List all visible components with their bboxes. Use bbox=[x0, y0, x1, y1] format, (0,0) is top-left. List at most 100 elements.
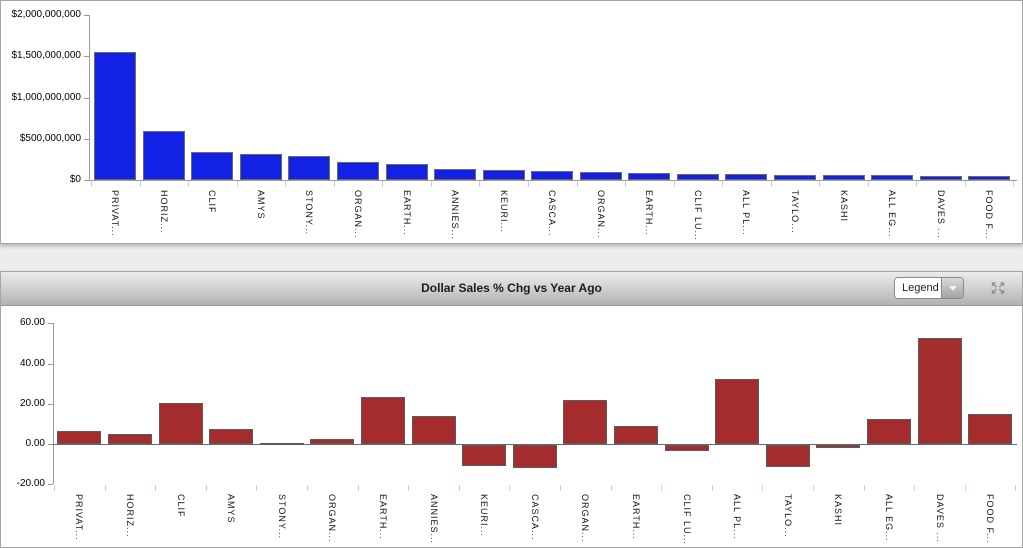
x-axis-tick bbox=[965, 485, 966, 491]
x-axis-tick bbox=[916, 181, 917, 187]
x-axis-tick bbox=[382, 181, 383, 187]
x-axis-tick bbox=[722, 181, 723, 187]
bar[interactable] bbox=[823, 175, 865, 180]
bar[interactable] bbox=[677, 174, 719, 180]
y-axis-label: $1,500,000,000 bbox=[11, 50, 81, 61]
bar[interactable] bbox=[920, 176, 962, 180]
y-axis-label: 20.00 bbox=[19, 398, 45, 409]
bar[interactable] bbox=[918, 338, 962, 444]
bar[interactable] bbox=[968, 176, 1010, 180]
bar[interactable] bbox=[665, 445, 709, 451]
x-axis-label: ORGAN... bbox=[580, 494, 590, 543]
x-axis-label: CLIF bbox=[207, 190, 217, 214]
bar[interactable] bbox=[766, 445, 810, 467]
bar[interactable] bbox=[337, 162, 379, 180]
x-axis-label: CLIF LU... bbox=[682, 494, 692, 546]
x-axis-tick bbox=[431, 181, 432, 187]
bar[interactable] bbox=[209, 429, 253, 444]
bar[interactable] bbox=[288, 156, 330, 180]
bar[interactable] bbox=[531, 171, 573, 180]
y-axis-tick bbox=[84, 56, 89, 57]
bar[interactable] bbox=[715, 379, 759, 444]
bar[interactable] bbox=[240, 154, 282, 180]
x-axis-tick bbox=[674, 181, 675, 187]
legend-dropdown-button[interactable] bbox=[941, 278, 963, 298]
x-axis-tick bbox=[256, 485, 257, 491]
bar[interactable] bbox=[412, 416, 456, 444]
bar[interactable] bbox=[260, 443, 304, 445]
bar[interactable] bbox=[871, 175, 913, 180]
pct-change-bar-chart: 60.00 40.00 20.00 0.00 -20.00 PRIVAT... HORIZ.… bbox=[1, 272, 1022, 547]
x-axis-label: KEURI... bbox=[479, 494, 489, 538]
x-axis-tick bbox=[459, 485, 460, 491]
x-axis-tick bbox=[509, 485, 510, 491]
x-axis-label: CASCA... bbox=[530, 494, 540, 541]
bar[interactable] bbox=[94, 52, 136, 180]
expand-icon[interactable] bbox=[990, 281, 1006, 295]
dollar-sales-chart-panel: $0 $500,000,000 $1,000,000,000 $1,500,000,0… bbox=[0, 0, 1023, 244]
y-axis-label: 0.00 bbox=[25, 438, 45, 449]
legend-dropdown[interactable]: Legend bbox=[894, 277, 964, 299]
bar[interactable] bbox=[725, 174, 767, 180]
x-axis-label: ALL EG... bbox=[884, 494, 894, 542]
x-axis-label: CLIF bbox=[176, 494, 186, 518]
y-axis-tick bbox=[84, 139, 89, 140]
bar[interactable] bbox=[816, 445, 860, 448]
x-axis-tick bbox=[188, 181, 189, 187]
bar[interactable] bbox=[968, 414, 1012, 444]
bar[interactable] bbox=[628, 173, 670, 180]
x-axis-tick bbox=[155, 485, 156, 491]
x-axis-tick bbox=[105, 485, 106, 491]
x-axis-tick bbox=[819, 181, 820, 187]
x-axis-label: CASCA... bbox=[547, 190, 557, 237]
y-axis-label: 60.00 bbox=[19, 317, 45, 328]
x-axis-label: ALL PL... bbox=[732, 494, 742, 540]
y-axis-label: -20.00 bbox=[16, 478, 45, 489]
bar[interactable] bbox=[513, 445, 557, 468]
bar[interactable] bbox=[143, 131, 185, 180]
x-axis-tick bbox=[577, 181, 578, 187]
legend-dropdown-value[interactable]: Legend bbox=[895, 278, 941, 298]
x-axis-label: AMYS bbox=[226, 494, 236, 524]
x-axis-tick bbox=[479, 181, 480, 187]
y-axis-label: $1,000,000,000 bbox=[11, 92, 81, 103]
x-axis-label: KASHI bbox=[833, 494, 843, 527]
x-axis-tick bbox=[965, 181, 966, 187]
bar[interactable] bbox=[580, 172, 622, 180]
x-axis-label: EARTH... bbox=[402, 190, 412, 236]
bar[interactable] bbox=[108, 434, 152, 444]
x-axis-tick bbox=[307, 485, 308, 491]
x-axis-tick bbox=[712, 485, 713, 491]
bar[interactable] bbox=[57, 431, 101, 444]
bar[interactable] bbox=[434, 169, 476, 180]
x-axis-tick bbox=[358, 485, 359, 491]
bar[interactable] bbox=[774, 175, 816, 180]
y-axis-tick bbox=[48, 404, 53, 405]
x-axis-label: CLIF LU... bbox=[693, 190, 703, 242]
x-axis-tick bbox=[1015, 485, 1016, 491]
y-axis-line bbox=[89, 15, 90, 180]
bar[interactable] bbox=[563, 400, 607, 444]
pct-change-chart-header: Dollar Sales % Chg vs Year Ago Legend bbox=[1, 272, 1022, 306]
x-axis-tick bbox=[334, 181, 335, 187]
bar[interactable] bbox=[361, 397, 405, 444]
x-axis-tick bbox=[625, 181, 626, 187]
bar[interactable] bbox=[867, 419, 911, 444]
x-axis-label: EARTH... bbox=[378, 494, 388, 540]
x-axis-label: FOOD F... bbox=[984, 190, 994, 240]
bar[interactable] bbox=[462, 445, 506, 466]
bar[interactable] bbox=[159, 403, 203, 444]
bar[interactable] bbox=[386, 164, 428, 180]
bar[interactable] bbox=[310, 439, 354, 444]
y-axis-tick bbox=[84, 98, 89, 99]
x-axis-label: EARTH... bbox=[631, 494, 641, 540]
x-axis-label: ANNIES... bbox=[429, 494, 439, 545]
bar[interactable] bbox=[614, 426, 658, 444]
bar[interactable] bbox=[483, 170, 525, 180]
y-axis-line bbox=[53, 323, 54, 484]
x-axis-tick bbox=[91, 181, 92, 187]
y-axis-tick bbox=[48, 364, 53, 365]
bar[interactable] bbox=[191, 152, 233, 180]
x-axis-label: DAVES ... bbox=[935, 494, 945, 543]
x-axis-label: STONY... bbox=[304, 190, 314, 236]
